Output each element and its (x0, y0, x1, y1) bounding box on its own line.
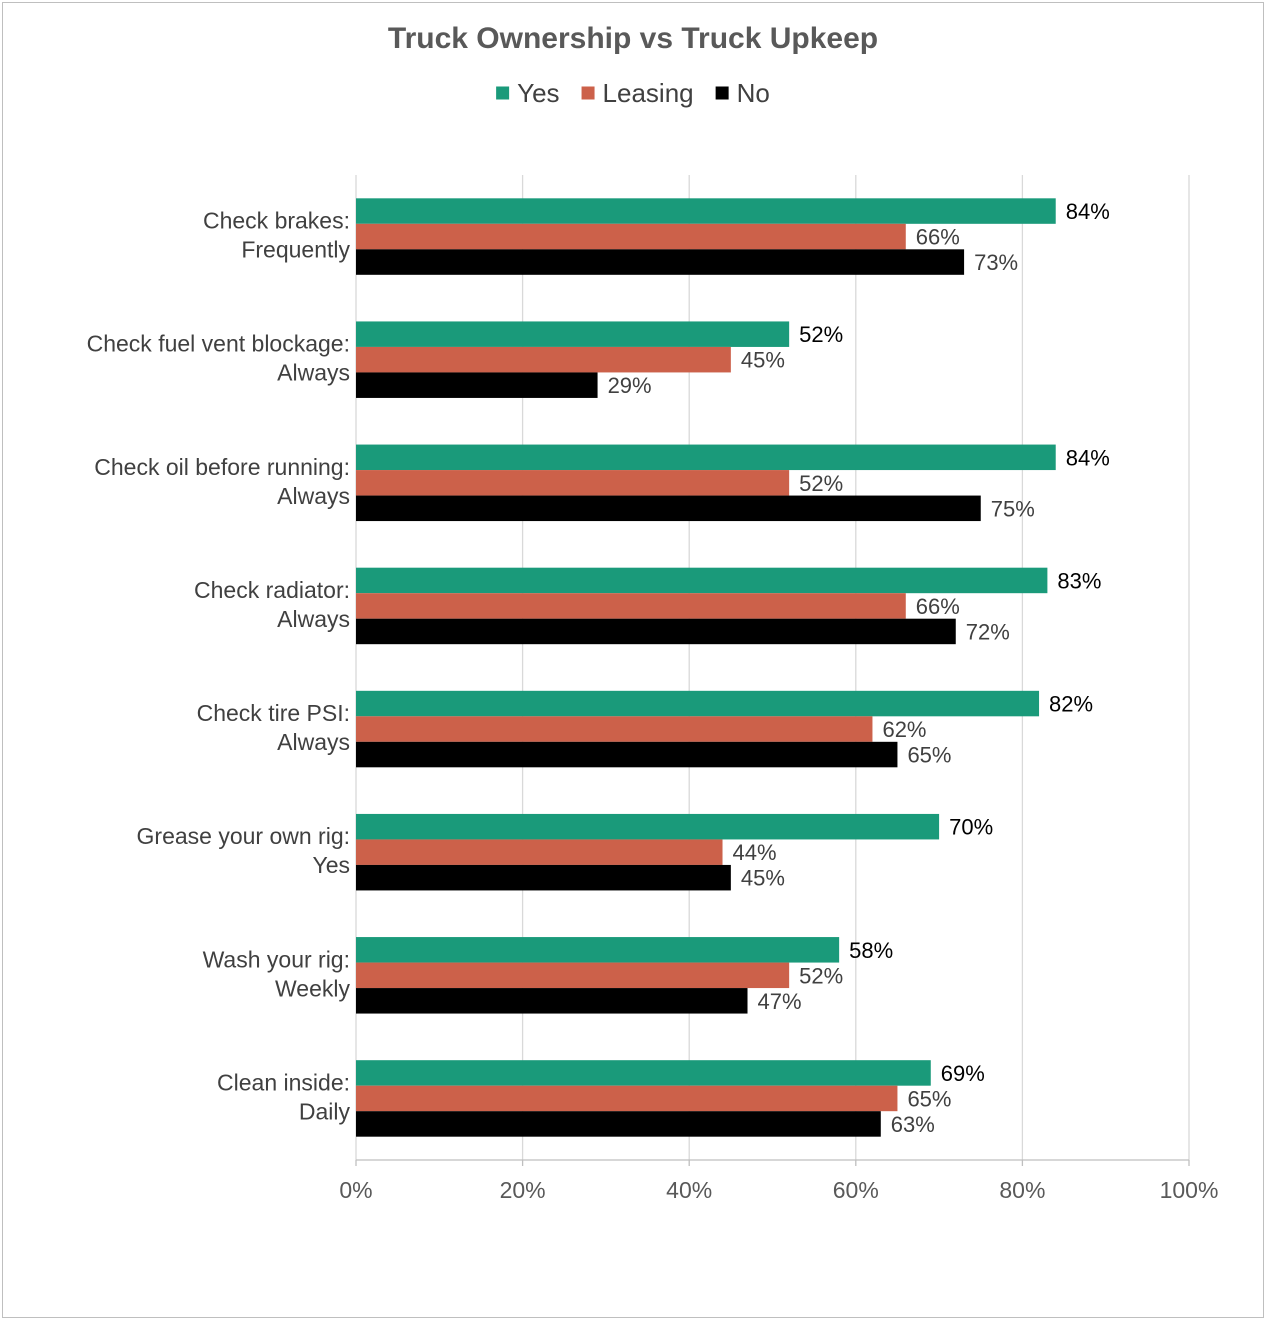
bar-yes-5 (356, 813, 940, 840)
data-label-yes-1: 52% (799, 322, 843, 347)
x-tick-label: 60% (833, 1177, 879, 1203)
bar-leasing-7 (356, 1085, 898, 1112)
bar-leasing-4 (356, 716, 873, 742)
data-label-yes-0: 84% (1066, 199, 1110, 224)
category-label-line: Weekly (275, 975, 350, 1001)
bar-no-3 (356, 618, 956, 645)
category-label-line: Check fuel vent blockage: (87, 331, 350, 357)
category-label-line: Always (277, 360, 350, 386)
bar-yes-6 (356, 937, 840, 963)
bar-leasing-1 (356, 346, 731, 373)
category-label-line: Check brakes: (203, 208, 350, 234)
legend-swatch-no (715, 86, 729, 100)
data-label-yes-4: 82% (1049, 692, 1093, 717)
data-label-leasing-2: 52% (799, 471, 843, 496)
category-label-line: Clean inside: (217, 1069, 350, 1095)
category-label-line: Wash your rig: (203, 946, 350, 972)
data-label-no-2: 75% (991, 496, 1035, 521)
data-label-yes-5: 70% (949, 815, 993, 840)
category-label-line: Frequently (241, 237, 350, 263)
bar-yes-7 (356, 1060, 931, 1086)
data-label-no-3: 72% (966, 619, 1010, 644)
data-label-leasing-7: 65% (907, 1086, 951, 1111)
data-label-leasing-0: 66% (916, 225, 960, 250)
data-label-no-4: 65% (907, 743, 951, 768)
legend-label-no: No (737, 78, 770, 108)
legend-label-leasing: Leasing (603, 78, 694, 108)
x-tick-label: 40% (666, 1177, 712, 1203)
data-label-no-5: 45% (741, 866, 785, 891)
bar-leasing-0 (356, 223, 906, 250)
bar-no-1 (356, 372, 598, 398)
data-label-no-0: 73% (974, 250, 1018, 275)
bar-leasing-6 (356, 962, 790, 989)
data-label-leasing-1: 45% (741, 348, 785, 373)
bar-yes-3 (356, 567, 1048, 594)
x-tick-label: 80% (999, 1177, 1045, 1203)
category-label-line: Check oil before running: (94, 454, 350, 480)
legend-swatch-yes (496, 86, 510, 100)
data-label-leasing-3: 66% (916, 594, 960, 619)
bar-leasing-3 (356, 593, 906, 619)
bar-no-6 (356, 988, 748, 1014)
bar-no-4 (356, 741, 898, 768)
data-label-yes-7: 69% (941, 1061, 985, 1086)
bar-no-2 (356, 495, 981, 522)
category-labels: Check brakes: Frequently Check fuel vent b… (87, 208, 351, 1125)
bar-yes-0 (356, 198, 1056, 224)
bar-leasing-5 (356, 839, 723, 865)
category-label-line: Always (277, 483, 350, 509)
x-tick-label: 100% (1160, 1177, 1219, 1203)
data-labels: 84%66%73%52%45%29%84%52%75%83%66%72%82%6… (608, 199, 1110, 1137)
data-label-yes-3: 83% (1057, 568, 1101, 593)
bar-no-5 (356, 864, 731, 891)
legend: Yes Leasing No (496, 78, 770, 108)
category-label-line: Grease your own rig: (137, 823, 350, 849)
bar-leasing-2 (356, 470, 790, 496)
data-label-no-1: 29% (608, 373, 652, 398)
bars (356, 198, 1056, 1137)
category-label-line: Check tire PSI: (197, 700, 350, 726)
category-label-line: Always (277, 729, 350, 755)
data-label-leasing-4: 62% (882, 717, 926, 742)
bar-yes-1 (356, 321, 790, 347)
data-label-no-6: 47% (758, 989, 802, 1014)
bar-yes-4 (356, 690, 1040, 717)
category-label-line: Always (277, 606, 350, 632)
category-label-line: Daily (299, 1098, 351, 1124)
x-axis: 0% 20% 40% 60% 80% 100% (339, 1159, 1219, 1203)
legend-label-yes: Yes (517, 78, 559, 108)
data-label-leasing-5: 44% (733, 840, 777, 865)
data-label-yes-6: 58% (849, 938, 893, 963)
data-label-no-7: 63% (891, 1112, 935, 1137)
bar-yes-2 (356, 444, 1056, 471)
x-tick-label: 20% (500, 1177, 546, 1203)
category-label-line: Yes (312, 852, 350, 878)
bar-no-0 (356, 249, 965, 275)
x-tick-label: 0% (339, 1177, 372, 1203)
data-label-leasing-6: 52% (799, 963, 843, 988)
data-label-yes-2: 84% (1066, 445, 1110, 470)
category-label-line: Check radiator: (194, 577, 350, 603)
chart-title: Truck Ownership vs Truck Upkeep (388, 22, 878, 55)
legend-swatch-leasing (581, 86, 595, 100)
bar-no-7 (356, 1111, 881, 1137)
